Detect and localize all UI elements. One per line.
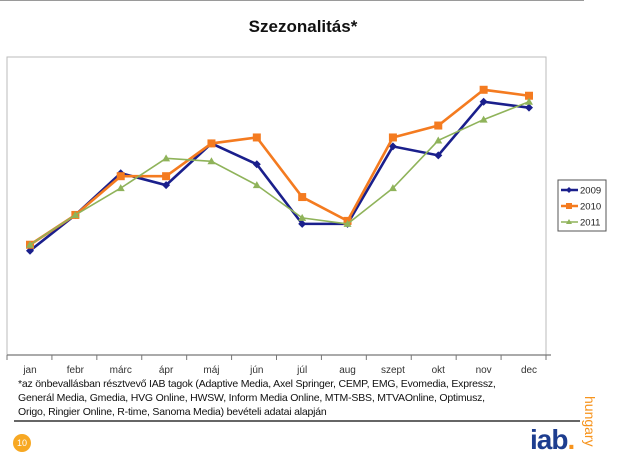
data-point <box>162 172 171 181</box>
data-point <box>71 210 80 218</box>
series-line-2011 <box>29 100 530 246</box>
legend-marker <box>566 187 572 193</box>
x-tick-label: aug <box>339 365 356 375</box>
x-tick-label: dec <box>521 365 537 375</box>
data-point <box>388 133 397 142</box>
x-tick-label: júl <box>296 365 307 375</box>
data-point <box>479 115 488 123</box>
data-point <box>388 142 397 151</box>
data-point <box>525 97 533 105</box>
divider <box>14 420 580 422</box>
data-point <box>479 85 488 94</box>
page-number: 10 <box>13 434 31 452</box>
footnote-line: Generál Media, Gmedia, HVG Online, HWSW,… <box>18 392 485 404</box>
footnote: *az önbevallásban résztvevő IAB tagok (A… <box>18 377 574 419</box>
data-point <box>162 181 171 190</box>
data-point <box>525 103 533 112</box>
legend-label: 2010 <box>580 202 601 213</box>
data-point <box>207 157 216 165</box>
data-point <box>162 154 171 162</box>
data-point <box>298 193 307 202</box>
data-point <box>388 184 397 192</box>
legend-marker <box>566 203 572 209</box>
slide-title: Szezonalitás* <box>248 17 358 36</box>
series-line-2009 <box>29 100 530 252</box>
data-point <box>207 139 216 148</box>
x-tick-label: okt <box>432 365 446 375</box>
footnote-line: *az önbevallásban résztvevő IAB tagok (A… <box>18 378 496 390</box>
iab-logo: iab. <box>530 424 575 456</box>
data-point <box>116 172 125 181</box>
legend-label: 2011 <box>580 218 600 229</box>
data-point <box>116 184 125 192</box>
x-tick-label: jan <box>22 365 36 375</box>
logo-subtext: hungary <box>582 396 598 447</box>
data-point <box>252 160 261 169</box>
x-tick-label: szept <box>381 365 405 375</box>
x-tick-label: ápr <box>159 365 174 375</box>
logo-text: iab <box>530 424 568 455</box>
data-point <box>434 136 443 144</box>
data-point <box>434 121 443 130</box>
x-tick-label: márc <box>110 365 132 375</box>
x-tick-label: máj <box>203 365 219 375</box>
plot-frame <box>6 56 547 356</box>
data-point <box>525 91 533 100</box>
data-point <box>479 97 488 106</box>
data-point <box>343 219 352 227</box>
data-point <box>26 240 34 248</box>
legend-label: 2009 <box>580 186 601 197</box>
footnote-line: Origo, Ringier Online, R-time, Sanoma Me… <box>18 406 327 418</box>
data-point <box>298 219 307 228</box>
top-rule <box>0 0 584 1</box>
data-point <box>434 151 443 160</box>
data-point <box>298 213 307 221</box>
data-point <box>252 133 261 142</box>
series-line-2010 <box>29 88 530 246</box>
data-point <box>252 181 261 189</box>
legend-marker <box>566 219 572 224</box>
x-tick-label: nov <box>476 365 492 375</box>
x-tick-label: jún <box>249 365 263 375</box>
logo-dot: . <box>567 424 575 455</box>
x-tick-label: febr <box>67 365 85 375</box>
line-chart: jan febr márc ápr máj jún júl aug szept okt nov dec… <box>6 56 607 375</box>
